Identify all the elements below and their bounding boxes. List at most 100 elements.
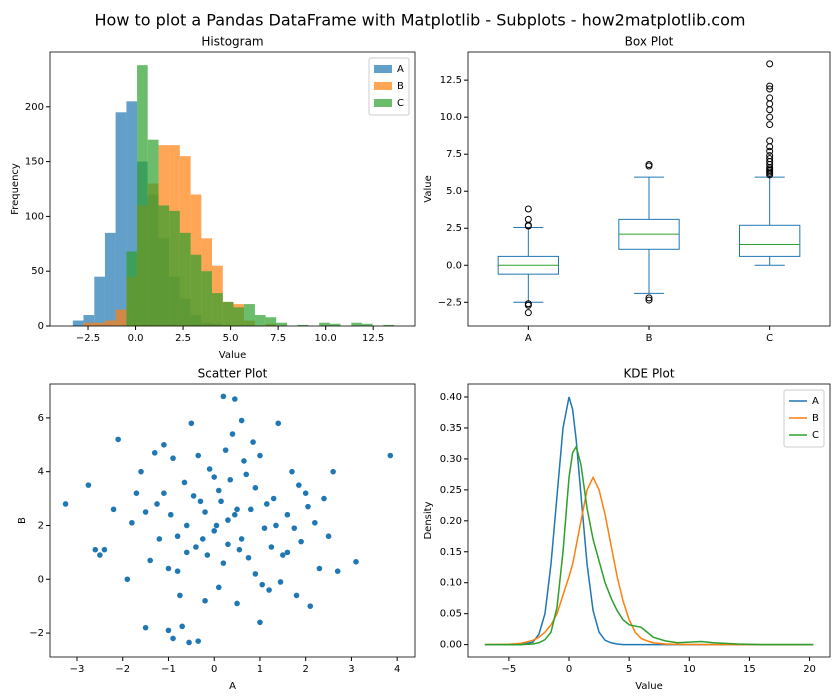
plot-area xyxy=(497,60,801,317)
scatter-point xyxy=(211,528,218,534)
scatter-point xyxy=(218,498,224,505)
scatter-point xyxy=(225,541,231,548)
scatter-point xyxy=(151,450,158,456)
scatter-point xyxy=(241,458,247,464)
x-tick-label: C xyxy=(766,333,773,344)
y-tick-label: 50 xyxy=(31,266,44,277)
scatter-point xyxy=(206,466,213,472)
scatter-point xyxy=(259,581,266,588)
x-tick-label: 4 xyxy=(394,664,400,675)
x-axis-label: Value xyxy=(635,681,662,692)
y-tick-label: 2.5 xyxy=(446,223,462,234)
scatter-point xyxy=(305,503,311,510)
scatter-point xyxy=(307,603,314,609)
subplot-title: KDE Plot xyxy=(623,367,674,381)
scatter-point xyxy=(179,623,185,630)
histogram-bar xyxy=(158,205,170,326)
legend-swatch xyxy=(374,82,392,90)
scatter-point xyxy=(330,468,336,475)
y-axis-label: Value xyxy=(423,175,434,202)
scatter-point xyxy=(188,420,195,427)
histogram-bar xyxy=(222,301,234,326)
flier xyxy=(524,301,532,309)
x-tick-label: 7.5 xyxy=(270,333,286,344)
scatter-point xyxy=(85,482,92,488)
scatter-point xyxy=(195,452,201,459)
y-tick-label: 10.0 xyxy=(440,112,462,123)
kde-line xyxy=(484,444,814,646)
x-tick-label: 10 xyxy=(683,664,696,675)
scatter-point xyxy=(138,468,144,475)
scatter-point xyxy=(296,482,302,488)
scatter-point xyxy=(174,568,181,574)
histogram-bar xyxy=(190,254,202,326)
histogram-bar xyxy=(94,322,105,326)
histogram-bar xyxy=(254,315,266,326)
flier xyxy=(766,147,774,155)
x-axis-label: Value xyxy=(219,350,246,361)
scatter-point xyxy=(252,485,259,491)
scatter-point xyxy=(245,554,252,561)
kde-line xyxy=(484,475,814,646)
scatter-point xyxy=(147,557,153,564)
scatter-point xyxy=(92,546,99,553)
x-tick-label: −5 xyxy=(502,664,517,675)
x-tick-label: 20 xyxy=(803,664,816,675)
y-axis-label: Frequency xyxy=(10,163,21,215)
flier xyxy=(766,82,774,90)
histogram-bar xyxy=(83,322,95,326)
scatter-point xyxy=(238,417,245,424)
scatter-point xyxy=(195,638,201,644)
scatter-point xyxy=(211,474,218,480)
scatter-point xyxy=(334,568,341,574)
scatter-point xyxy=(156,536,163,542)
y-tick-label: 0.00 xyxy=(440,640,462,651)
x-tick-label: 12.5 xyxy=(362,333,384,344)
y-tick-label: −2 xyxy=(29,628,44,639)
scatter-point xyxy=(316,565,323,572)
scatter-point xyxy=(181,479,188,486)
scatter-point xyxy=(133,490,140,497)
x-tick-label: 3 xyxy=(348,664,354,675)
scatter-point xyxy=(284,549,291,556)
y-axis-label: B xyxy=(17,517,28,524)
histogram-bar xyxy=(147,139,159,326)
scatter-point xyxy=(101,546,108,553)
histogram-bar xyxy=(179,232,191,326)
scatter-point xyxy=(247,506,254,513)
scatter-point xyxy=(97,552,103,558)
histogram-bar xyxy=(115,112,127,326)
y-tick-label: −2.5 xyxy=(438,297,462,308)
x-tick-label: −1 xyxy=(161,664,176,675)
figure-title: How to plot a Pandas DataFrame with Matp… xyxy=(95,11,746,30)
scatter-point xyxy=(236,546,243,553)
histogram-bar xyxy=(72,320,84,326)
scatter-point xyxy=(229,431,236,437)
histogram-bar xyxy=(83,315,95,326)
scatter-point xyxy=(266,587,272,593)
flier xyxy=(766,60,774,68)
scatter-point xyxy=(227,476,234,483)
x-tick-label: 0.0 xyxy=(128,333,144,344)
scatter-point xyxy=(289,468,295,475)
subplot: KDE Plot Value Density 0.00 0.05 0.10 0.15 0.20… xyxy=(423,367,831,692)
histogram-bar xyxy=(115,309,127,326)
x-tick-label: A xyxy=(525,333,532,344)
scatter-point xyxy=(161,441,167,448)
scatter-point xyxy=(302,490,309,497)
legend-label: B xyxy=(397,81,404,92)
scatter-point xyxy=(62,501,69,507)
flier xyxy=(645,294,653,302)
legend-label: A xyxy=(397,64,404,75)
y-tick-label: 2 xyxy=(38,520,44,531)
histogram-bar xyxy=(351,322,362,326)
scatter-point xyxy=(231,511,238,518)
scatter-point xyxy=(215,584,222,591)
scatter-point xyxy=(215,487,222,494)
scatter-point xyxy=(167,511,174,518)
scatter-point xyxy=(115,436,121,443)
axes-frame xyxy=(49,383,416,658)
histogram-bar xyxy=(276,322,288,326)
flier xyxy=(766,85,774,93)
